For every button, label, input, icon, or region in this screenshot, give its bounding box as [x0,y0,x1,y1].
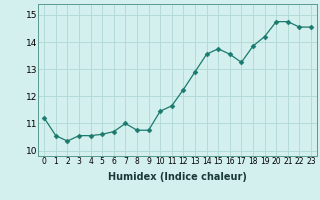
X-axis label: Humidex (Indice chaleur): Humidex (Indice chaleur) [108,172,247,182]
